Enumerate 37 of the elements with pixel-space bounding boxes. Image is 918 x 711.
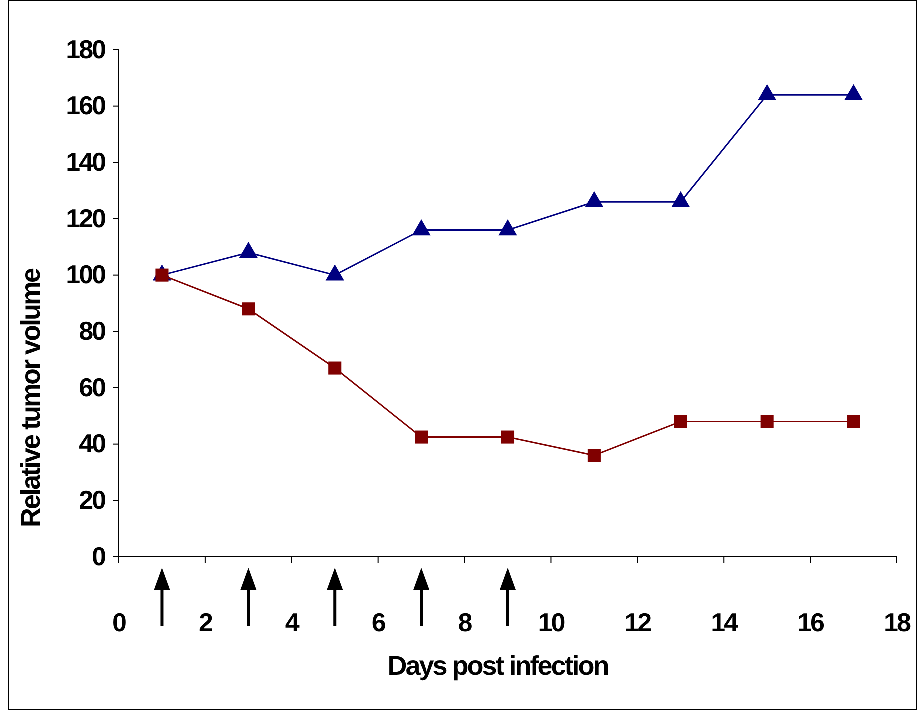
point — [412, 220, 431, 236]
y-axis-title: Relative tumor volume — [16, 268, 46, 528]
point — [758, 84, 777, 100]
x-tick-label: 18 — [884, 607, 911, 638]
x-tick-label: 0 — [112, 607, 127, 638]
point — [326, 264, 344, 281]
x-tick-label: 16 — [798, 607, 825, 638]
x-tick-label: 14 — [711, 607, 740, 638]
point — [328, 362, 342, 375]
x-tick-label: 12 — [624, 607, 652, 638]
y-tick-label: 40 — [79, 428, 106, 459]
y-tick-label: 0 — [92, 541, 106, 572]
y-tick-label: 120 — [66, 203, 106, 234]
x-tick-label: 10 — [538, 607, 566, 638]
y-tick-label: 20 — [79, 484, 106, 515]
y-tick-label: 80 — [79, 316, 106, 346]
x-tick-label: 8 — [458, 607, 472, 638]
y-tick-label: 60 — [79, 372, 106, 402]
point — [588, 449, 601, 462]
point — [415, 430, 428, 444]
point — [498, 220, 518, 236]
point — [501, 430, 515, 444]
point — [844, 84, 864, 100]
x-tick-label: 6 — [372, 607, 386, 638]
y-tick-label: 100 — [66, 260, 106, 290]
point — [760, 415, 774, 428]
y-tick-label: 140 — [66, 146, 106, 177]
point — [239, 242, 258, 258]
point — [674, 415, 688, 428]
point — [672, 191, 690, 208]
x-axis-title: Days post infection — [388, 651, 608, 681]
x-tick-label: 2 — [198, 607, 213, 638]
point — [585, 191, 604, 208]
y-tick-label: 180 — [66, 34, 106, 64]
x-tick-label: 4 — [285, 607, 300, 638]
point — [847, 415, 860, 428]
y-tick-label: 160 — [66, 90, 106, 121]
